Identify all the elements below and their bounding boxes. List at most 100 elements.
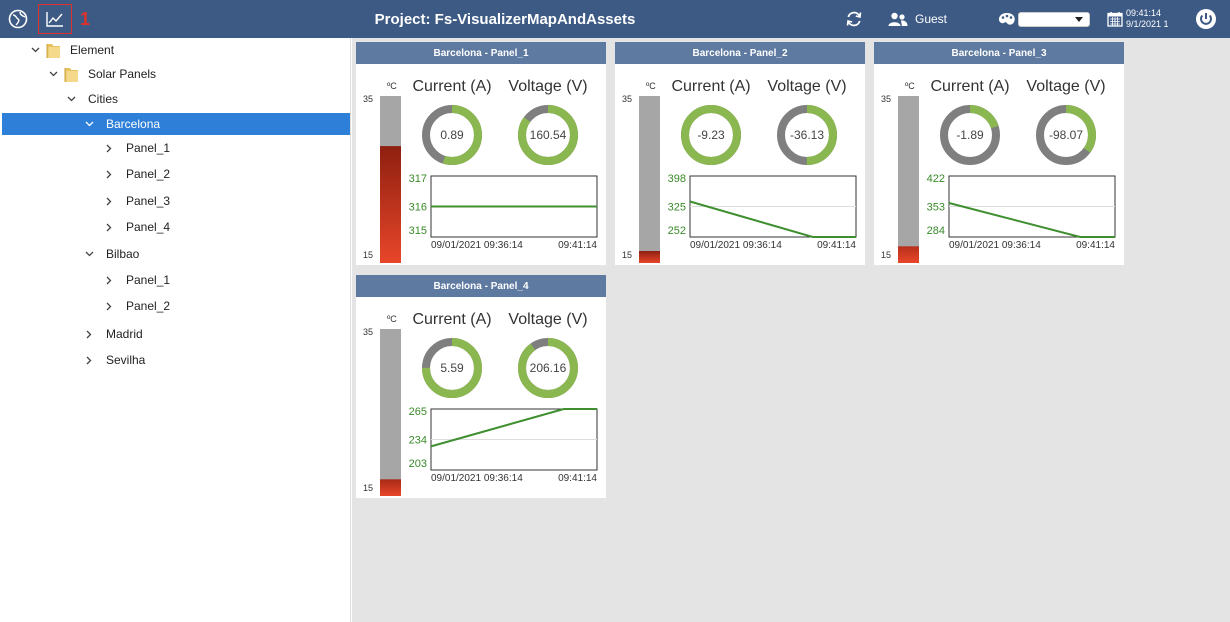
voltage-gauge: 206.16 Voltage (V) — [508, 311, 588, 398]
tree-item-label: Panel_1 — [126, 141, 171, 155]
panels-area: Barcelona - Panel_1 ºC 35 15 0.89 Current (A)… — [352, 38, 1230, 622]
chevron-right-icon[interactable] — [104, 223, 114, 232]
panel-body: ºC 35 15 0.89 Current (A) 160.54 Voltage (V) 31… — [363, 78, 598, 263]
time-text: 09:41:14 — [1126, 8, 1162, 18]
temperature-min-label: 15 — [363, 250, 373, 260]
tree-item-label: Panel_3 — [126, 194, 171, 208]
tree-item-cities[interactable]: Cities — [2, 88, 350, 110]
x-tick-label: 09/01/2021 09:36:14 — [431, 473, 523, 484]
gauge-label: Current (A) — [930, 78, 1009, 95]
temperature-min-label: 15 — [363, 483, 373, 493]
top-bar: 1 Project: Fs-VisualizerMapAndAssets Gue… — [0, 0, 1230, 38]
panel-title: Barcelona - Panel_2 — [615, 42, 865, 64]
globe-icon[interactable] — [6, 0, 30, 38]
tree-item-element[interactable]: Element — [2, 39, 350, 61]
gauge-fill — [1036, 105, 1096, 165]
refresh-icon[interactable] — [843, 0, 865, 38]
chevron-right-icon[interactable] — [84, 356, 94, 365]
tree-item-panel-3[interactable]: Panel_3 — [2, 190, 350, 212]
gauge-value: -9.23 — [697, 128, 725, 142]
datetime: 09:41:14 9/1/2021 1 — [1126, 0, 1169, 38]
temperature-max-label: 35 — [363, 94, 373, 104]
asset-panel: Barcelona - Panel_2 ºC 35 15 -9.23 Current (A… — [615, 42, 865, 265]
gauge-label: Current (A) — [671, 78, 750, 95]
gauge-value: 206.16 — [530, 361, 567, 375]
tree-item-madrid[interactable]: Madrid — [2, 323, 350, 345]
thermometer-track — [639, 96, 660, 263]
palette-icon[interactable] — [997, 0, 1017, 38]
y-tick-label: 422 — [927, 173, 945, 185]
asset-panel: Barcelona - Panel_1 ºC 35 15 0.89 Current (A)… — [356, 42, 606, 265]
tree-item-label: Panel_2 — [126, 167, 171, 181]
panel-title: Barcelona - Panel_4 — [356, 275, 606, 297]
chevron-down-icon[interactable] — [66, 96, 76, 102]
y-tick-label: 252 — [668, 225, 686, 237]
voltage-gauge: -36.13 Voltage (V) — [767, 78, 847, 165]
tree-item-label: Solar Panels — [88, 67, 157, 81]
temperature-unit: ºC — [646, 81, 656, 91]
power-icon[interactable] — [1194, 0, 1218, 38]
gauge-value: -1.89 — [956, 128, 984, 142]
x-tick-label: 09/01/2021 09:36:14 — [949, 240, 1041, 251]
panel-body: ºC 35 15 5.59 Current (A) 206.16 Voltage (V) 26… — [363, 311, 598, 496]
y-tick-label: 325 — [668, 202, 686, 214]
chart-series-line — [948, 202, 1115, 238]
theme-select[interactable] — [1018, 12, 1090, 27]
thermometer-track — [380, 329, 401, 496]
thermometer-fill — [380, 146, 401, 263]
chevron-down-icon — [1075, 17, 1083, 22]
panel-body: ºC 35 15 -1.89 Current (A) -98.07 Voltage (V) 4… — [881, 78, 1116, 263]
annotation-marker: 1 — [80, 8, 91, 29]
voltage-gauge: 160.54 Voltage (V) — [508, 78, 588, 165]
tree-item-label: Madrid — [106, 327, 143, 341]
tree-item-panel-2[interactable]: Panel_2 — [2, 163, 350, 185]
current-gauge: 5.59 Current (A) — [412, 311, 492, 398]
temperature-min-label: 15 — [881, 250, 891, 260]
chevron-right-icon[interactable] — [104, 170, 114, 179]
y-tick-label: 265 — [409, 406, 427, 418]
user-name: Guest — [915, 12, 948, 26]
chevron-down-icon[interactable] — [84, 251, 94, 257]
temperature-unit: ºC — [387, 314, 397, 324]
voltage-gauge: -98.07 Voltage (V) — [1026, 78, 1106, 165]
y-tick-label: 284 — [927, 225, 945, 237]
chevron-right-icon[interactable] — [104, 276, 114, 285]
thermometer-fill — [380, 479, 401, 496]
gauge-label: Voltage (V) — [508, 311, 587, 328]
gauge-value: 5.59 — [440, 361, 464, 375]
chevron-down-icon[interactable] — [84, 121, 94, 127]
chevron-down-icon[interactable] — [30, 47, 40, 53]
current-gauge: -9.23 Current (A) — [671, 78, 751, 165]
chevron-right-icon[interactable] — [84, 330, 94, 339]
gauge-label: Current (A) — [412, 78, 491, 95]
calendar-icon — [1106, 0, 1124, 38]
gauge-fill — [422, 105, 482, 165]
y-tick-label: 203 — [409, 458, 427, 470]
chevron-down-icon[interactable] — [48, 71, 58, 77]
tree-item-label: Cities — [88, 92, 119, 106]
x-tick-label: 09:41:14 — [1076, 240, 1115, 251]
tree-item-label: Panel_2 — [126, 299, 171, 313]
tree-item-barcelona[interactable]: Barcelona — [2, 113, 350, 135]
tree-item-panel-2[interactable]: Panel_2 — [2, 295, 350, 317]
chevron-right-icon[interactable] — [104, 197, 114, 206]
asset-panel: Barcelona - Panel_4 ºC 35 15 5.59 Current (A)… — [356, 275, 606, 498]
tree-item-bilbao[interactable]: Bilbao — [2, 243, 350, 265]
temperature-unit: ºC — [387, 81, 397, 91]
user-menu[interactable]: Guest — [888, 0, 947, 38]
x-tick-label: 09/01/2021 09:36:14 — [690, 240, 782, 251]
chevron-right-icon[interactable] — [104, 302, 114, 311]
current-gauge: -1.89 Current (A) — [930, 78, 1010, 165]
tree-item-panel-1[interactable]: Panel_1 — [2, 269, 350, 291]
gauge-fill — [681, 105, 741, 165]
chevron-right-icon[interactable] — [104, 144, 114, 153]
panel-title: Barcelona - Panel_3 — [874, 42, 1124, 64]
tree-item-panel-1[interactable]: Panel_1 — [2, 137, 350, 159]
tree-item-solar-panels[interactable]: Solar Panels — [2, 63, 350, 85]
tree-item-label: Bilbao — [106, 247, 140, 261]
tree-item-sevilha[interactable]: Sevilha — [2, 349, 350, 371]
line-chart-icon[interactable] — [38, 4, 72, 34]
tree-item-panel-4[interactable]: Panel_4 — [2, 216, 350, 238]
gauge-label: Voltage (V) — [1026, 78, 1105, 95]
gauge-value: -98.07 — [1049, 128, 1083, 142]
